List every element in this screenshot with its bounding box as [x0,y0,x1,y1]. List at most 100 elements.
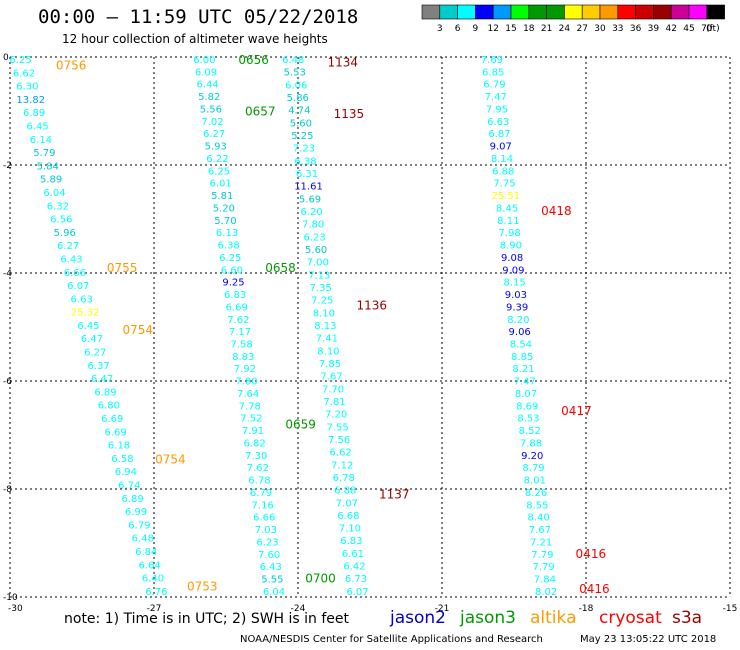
wave-height-label: 6.48 [282,55,304,66]
wave-height-label: 6.44 [197,80,219,91]
colorbar-tick: 33 [612,24,623,34]
wave-height-label: 6.78 [248,476,270,487]
wave-height-label: 7.16 [252,500,274,511]
x-tick-label: -15 [723,604,738,612]
wave-height-label: 8.01 [524,476,546,487]
wave-height-label: 8.40 [527,513,549,524]
wave-height-label: 6.84 [135,547,157,558]
wave-height-label: 8.20 [507,315,529,326]
wave-height-label: 6.89 [121,494,143,505]
wave-height-label: 7.62 [247,463,269,474]
wave-height-label: 6.62 [330,448,352,459]
pass-time-label: 1137 [379,488,410,502]
wave-height-label: 6.48 [132,534,154,545]
wave-height-label: 7.62 [227,315,249,326]
wave-height-label: 7.81 [323,397,345,408]
wave-height-label: 8.85 [511,352,533,363]
wave-height-label: 8.45 [496,203,518,214]
wave-height-label: 7.95 [486,104,508,115]
pass-time-label: 1135 [334,107,365,121]
wave-height-label: 6.43 [60,254,82,265]
wave-height-label: 7.00 [307,258,329,269]
wave-height-label: 9.07 [490,142,512,153]
wave-height-label: 6.20 [300,207,322,218]
wave-height-label: 6.64 [138,560,160,571]
wave-height-label: 7.52 [240,414,262,425]
wave-height-label: 5.89 [40,175,62,186]
wave-height-label: 6.62 [13,68,35,79]
legend-jason3: jason3 [460,608,516,628]
wave-height-label: 7.67 [529,525,551,536]
wave-height-label: 7.98 [498,228,520,239]
wave-height-label: 7.10 [339,524,361,535]
legend-cryosat: cryosat [599,608,662,628]
wave-height-label: 6.89 [94,387,116,398]
wave-height-label: 7.78 [239,401,261,412]
footer-note: note: 1) Time is in UTC; 2) SWH is in fe… [64,611,350,627]
y-tick-label: -4 [3,269,12,279]
wave-height-label: 9.20 [521,451,543,462]
wave-height-label: 7.47 [514,377,536,388]
y-tick-label: -2 [3,161,12,171]
wave-height-label: 7.64 [237,389,259,400]
wave-height-label: 6.04 [263,587,285,598]
wave-height-label: 7.67 [320,372,342,383]
wave-height-label: 7.13 [308,270,330,281]
colorbar-tick: 12 [487,24,498,34]
colorbar-tick: 15 [505,24,516,34]
wave-height-label: 7.84 [534,575,556,586]
wave-height-label: 6.01 [209,179,231,190]
pass-time-label: 0754 [155,453,186,467]
pass-time-label: 1134 [328,56,359,70]
wave-height-label: 8.13 [314,321,336,332]
wave-height-label: 6.68 [337,511,359,522]
wave-height-label: 8.11 [497,216,519,227]
wave-height-label: 6.79 [250,488,272,499]
pass-time-label: 0416 [576,547,607,561]
wave-height-label: 6.13 [216,228,238,239]
wave-height-label: 6.09 [195,67,217,78]
x-tick-label: -18 [579,604,594,612]
colorbar-tick: 36 [630,24,642,34]
pass-time-label: 0756 [56,58,87,72]
legend-s3a: s3a [672,608,703,628]
wave-height-label: 6.27 [203,129,225,140]
wave-height-label: 6.79 [128,520,150,531]
wave-height-label: 7.30 [245,451,267,462]
wave-height-label: 7.79 [533,562,555,573]
wave-height-label: 7.91 [242,426,264,437]
colorbar-tick: 9 [473,24,479,34]
wave-height-label: 6.45 [77,321,99,332]
pass-time-label: 0659 [285,418,316,432]
wave-height-label: 6.00 [193,55,215,66]
wave-height-label: 6.89 [23,108,45,119]
wave-height-label: 6.73 [345,574,367,585]
y-tick-label: -10 [3,593,18,603]
wave-height-label: 6.63 [71,294,93,305]
wave-height-label: 7.02 [201,117,223,128]
wave-height-label: 7.41 [316,334,338,345]
wave-height-label: 6.69 [226,302,248,313]
wave-height-label: 6.99 [125,507,147,518]
colorbar-tick: 3 [437,24,443,34]
wave-height-label: 25.51 [491,191,520,202]
wave-height-label: 9.08 [501,253,523,264]
colorbar-swatch [706,4,725,20]
wave-height-label: 7.20 [325,410,347,421]
colorbar-tick: 70 [701,24,713,34]
wave-height-label: 5.55 [261,575,283,586]
wave-height-label: 6.83 [224,290,246,301]
wave-height-label: 6.25 [219,253,241,264]
wave-height-label: 6.83 [340,536,362,547]
wave-height-label: 6.42 [343,562,365,573]
wave-height-label: 6.69 [105,427,127,438]
y-tick-label: -6 [3,377,12,387]
wave-height-label: 5.70 [214,216,236,227]
wave-height-label: 7.60 [258,550,280,561]
wave-height-label: 6.60 [221,265,243,276]
wave-height-label: 5.56 [200,104,222,115]
wave-height-label: 6.23 [256,537,278,548]
wave-height-label: 6.80 [98,401,120,412]
wave-height-label: 6.58 [111,454,133,465]
wave-height-label: 7.79 [531,550,553,561]
